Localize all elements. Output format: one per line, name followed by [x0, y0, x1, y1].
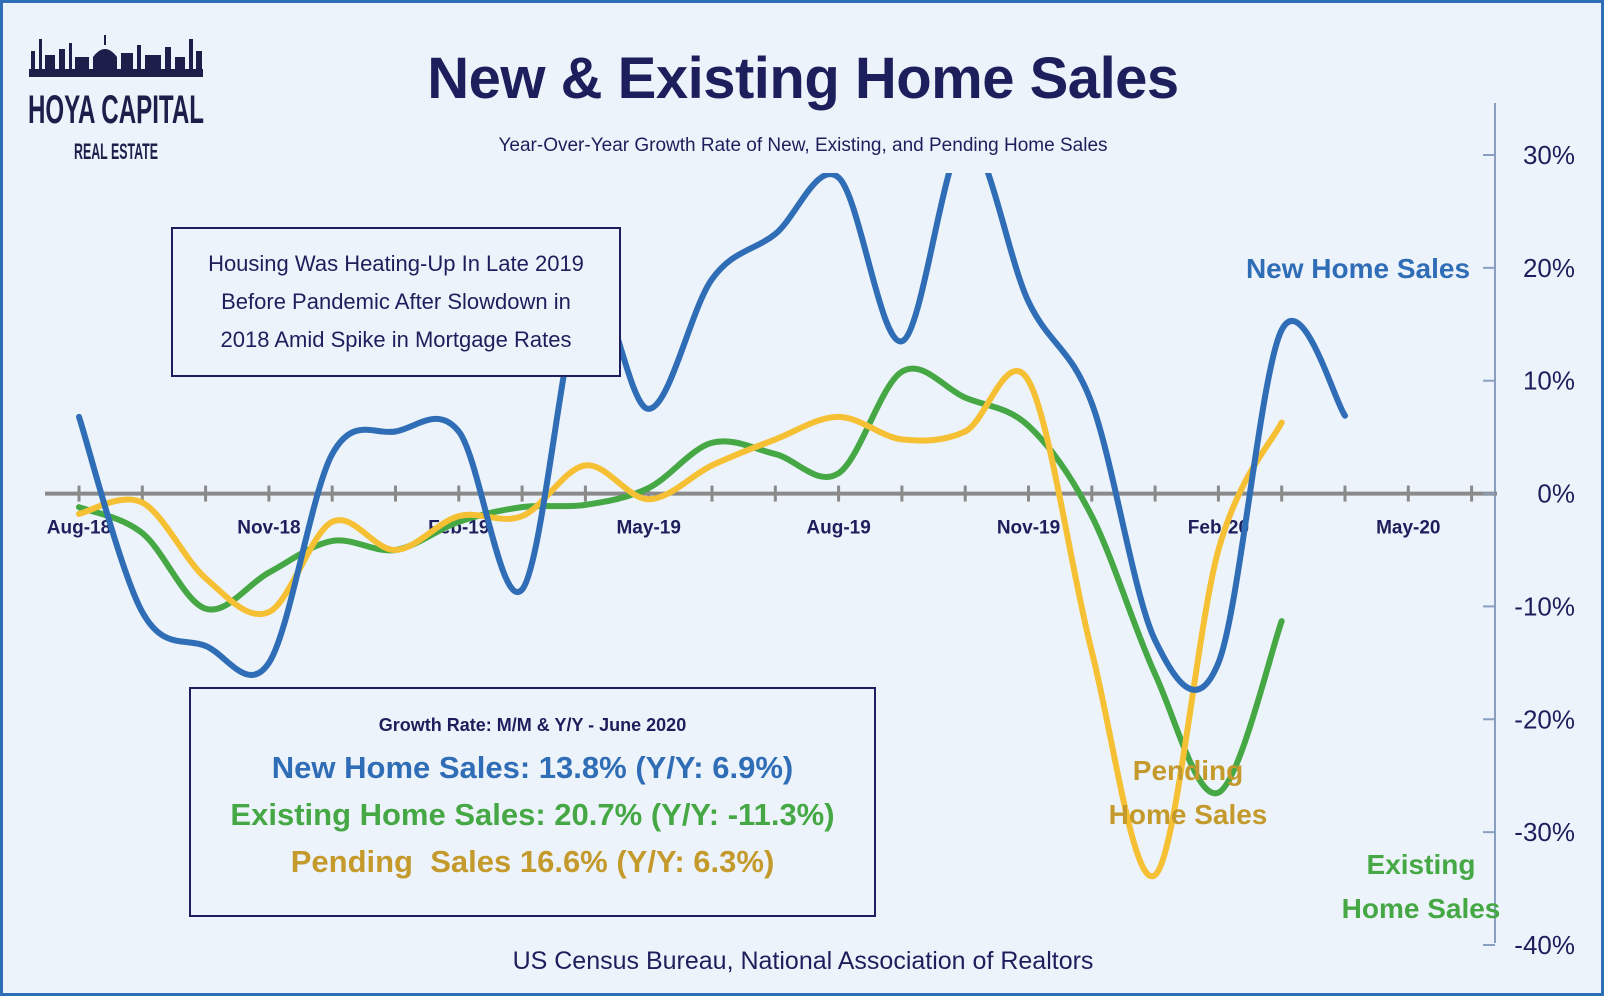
annotation-line-3: 2018 Amid Spike in Mortgage Rates [220, 327, 572, 352]
growth-pending-sales: Pending Sales 16.6% (Y/Y: 6.3%) [290, 844, 775, 879]
source-note: US Census Bureau, National Association o… [512, 947, 1094, 975]
logo-line1: HOYA CAPITAL [28, 88, 204, 132]
x-tick-label: Feb-20 [1188, 518, 1249, 539]
growth-rate-box: Growth Rate: M/M & Y/Y - June 2020 New H… [189, 687, 876, 917]
chart-plot: 30% 20% 10% 0% -10% -20% -30% -40% Aug-18 Nov-18… [45, 103, 1575, 960]
label-existing-line-1: Existing [1366, 849, 1476, 880]
chart-subtitle: Year-Over-Year Growth Rate of New, Exist… [498, 135, 1108, 156]
annotation-line-1: Housing Was Heating-Up In Late 2019 [208, 251, 584, 276]
x-tick-label: May-20 [1376, 518, 1440, 539]
x-tick-label: Aug-18 [47, 518, 111, 539]
annotation-box: Housing Was Heating-Up In Late 2019 Befo… [171, 227, 621, 377]
chart-title: New & Existing Home Sales [427, 46, 1179, 111]
growth-rate-title: Growth Rate: M/M & Y/Y - June 2020 [378, 715, 687, 735]
logo-line2: REAL ESTATE [74, 139, 158, 164]
y-tick-label: -30% [1514, 817, 1575, 847]
label-existing-home-sales: Existing Home Sales [1341, 843, 1501, 931]
y-tick-label: 30% [1523, 140, 1575, 170]
y-tick-label: 20% [1523, 253, 1575, 283]
y-tick-label: 0% [1537, 479, 1575, 509]
series-line-new-home-sales [76, 173, 1348, 693]
annotation-line-2: Before Pandemic After Slowdown in [221, 289, 571, 314]
y-axis-ticks: 30% 20% 10% 0% -10% -20% -30% -40% [1483, 140, 1575, 960]
label-pending-home-sales: Pending Home Sales [1103, 749, 1273, 837]
series-line-existing-home-sales [76, 365, 1285, 797]
label-new-home-sales: New Home Sales [1245, 253, 1471, 284]
y-tick-label: -20% [1514, 704, 1575, 734]
label-pending-line-2: Home Sales [1108, 799, 1268, 830]
growth-new-home-sales: New Home Sales: 13.8% (Y/Y: 6.9%) [271, 750, 794, 785]
y-tick-label: -40% [1514, 930, 1575, 960]
x-tick-label: Nov-18 [237, 518, 300, 539]
series-lines [76, 173, 1348, 880]
label-existing-line-2: Home Sales [1341, 893, 1501, 924]
x-tick-label: Aug-19 [806, 518, 870, 539]
x-tick-label: May-19 [616, 518, 680, 539]
label-pending-line-1: Pending [1132, 755, 1244, 786]
skyline-icon [29, 35, 203, 77]
y-tick-label: 10% [1523, 366, 1575, 396]
y-tick-label: -10% [1514, 591, 1575, 621]
x-tick-label: Nov-19 [997, 518, 1060, 539]
x-axis-ticks: Aug-18 Nov-18 Feb-19 May-19 Aug-19 Nov-19 Feb-… [47, 485, 1474, 539]
growth-existing-home-sales: Existing Home Sales: 20.7% (Y/Y: -11.3%) [230, 797, 835, 832]
hoya-capital-logo: HOYA CAPITAL REAL ESTATE [28, 35, 204, 164]
